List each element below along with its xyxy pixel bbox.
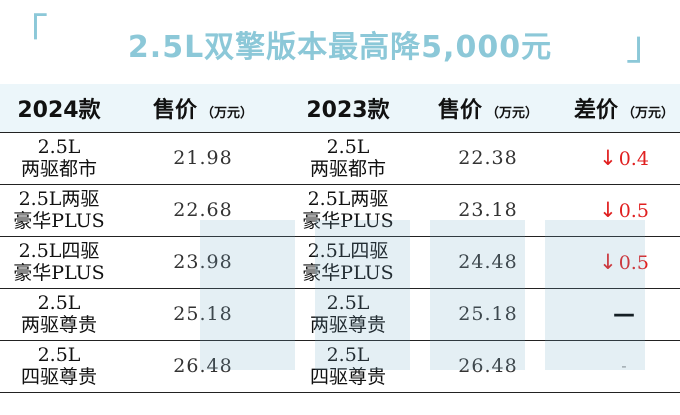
price-2024: 21.98 [173,147,233,169]
header-2023-price: 售价 （万元） [408,84,568,132]
trim-2023-line: 豪华PLUS [302,262,394,284]
header-2023-price-label: 售价 [437,97,482,123]
price-2024: 22.68 [173,199,233,221]
table-header-row: 2024款 售价 （万元） 2023款 售价 （万元） 差价 （万元） [0,84,680,132]
diff-value: 0.5 [618,200,649,222]
price-diff: ↓ 0.5 [568,184,680,236]
header-2024-price: 售价 （万元） [118,84,288,132]
down-arrow-icon: ↓ [599,250,617,274]
trim-2023: 2.5L四驱 豪华PLUS [288,236,408,288]
trim-2023-line: 2.5L [326,344,370,366]
trim-2024-line: 2.5L [37,292,81,314]
trim-2023: 2.5L 两驱都市 [288,132,408,184]
header-2024-label: 2024款 [17,97,101,123]
trim-2024-line: 两驱尊贵 [20,314,97,336]
trim-2023-line: 2.5L [326,136,370,158]
trim-2024-line: 2.5L两驱 [18,188,100,210]
price-diff: - [621,357,627,375]
price-2023: 24.48 [458,251,518,273]
table-row: 2.5L两驱 豪华PLUS 22.68 2.5L两驱 豪华PLUS 23.18 ↓ 0.5 [0,184,680,236]
trim-2023-line: 2.5L四驱 [307,240,389,262]
trim-2024: 2.5L 两驱尊贵 [0,288,118,340]
header-2023-label: 2023款 [306,97,390,123]
table-row: 2.5L四驱 豪华PLUS 23.98 2.5L四驱 豪华PLUS 24.48 ↓ 0.5 [0,236,680,288]
trim-2023-line: 两驱尊贵 [309,314,386,336]
bracket-left: 「 [8,11,48,57]
title-bar: 「 2.5L双擎版本最高降5,000元 」 [0,0,680,80]
price-diff: ↓ 0.5 [568,236,680,288]
header-2024-price-unit: （万元） [201,105,254,121]
price-2023: 26.48 [458,355,518,377]
trim-2024-line: 豪华PLUS [13,210,105,232]
price-2023: 25.18 [458,303,518,325]
trim-2024-line: 2.5L [37,344,81,366]
trim-2024: 2.5L四驱 豪华PLUS [0,236,118,288]
trim-2023-line: 2.5L两驱 [307,188,389,210]
diff-value: 0.4 [618,148,649,170]
price-2023: 23.18 [458,199,518,221]
header-2023-price-unit: （万元） [486,105,539,121]
bracket-right: 」 [626,23,666,69]
trim-2024: 2.5L 两驱都市 [0,132,118,184]
header-2024-price-label: 售价 [152,97,197,123]
table-row: 2.5L 两驱尊贵 25.18 2.5L 两驱尊贵 25.18— [0,288,680,340]
down-arrow-icon: ↓ [599,198,617,222]
trim-2024-line: 2.5L四驱 [18,240,100,262]
table-row: 2.5L 两驱都市 21.98 2.5L 两驱都市 22.38 ↓ 0.4 [0,132,680,184]
trim-2023: 2.5L两驱 豪华PLUS [288,184,408,236]
trim-2024: 2.5L两驱 豪华PLUS [0,184,118,236]
header-diff: 差价 （万元） [568,84,680,132]
trim-2024: 2.5L 四驱尊贵 [0,340,118,392]
price-2024: 26.48 [173,355,233,377]
page-title: 2.5L双擎版本最高降5,000元 [127,30,553,65]
diff-value: 0.5 [618,252,649,274]
price-2024: 23.98 [173,251,233,273]
price-comparison-table: 2024款 售价 （万元） 2023款 售价 （万元） 差价 （万元） 2.5L 两驱都… [0,84,680,393]
header-diff-label: 差价 [573,97,618,123]
trim-2023-line: 豪华PLUS [302,210,394,232]
price-diff: — [613,301,635,327]
trim-2023: 2.5L 四驱尊贵 [288,340,408,392]
trim-2023-line: 2.5L [326,292,370,314]
down-arrow-icon: ↓ [599,146,617,170]
price-2023: 22.38 [458,147,518,169]
price-2024: 25.18 [173,303,233,325]
header-2023-model: 2023款 [288,84,408,132]
trim-2023-line: 四驱尊贵 [309,366,386,388]
trim-2024-line: 两驱都市 [20,158,97,180]
price-diff: ↓ 0.4 [568,132,680,184]
header-2024-model: 2024款 [0,84,118,132]
trim-2024-line: 2.5L [37,136,81,158]
table-row: 2.5L 四驱尊贵 26.48 2.5L 四驱尊贵 26.48- [0,340,680,392]
trim-2023-line: 两驱都市 [309,158,386,180]
trim-2023: 2.5L 两驱尊贵 [288,288,408,340]
trim-2024-line: 四驱尊贵 [20,366,97,388]
header-diff-unit: （万元） [622,105,675,121]
trim-2024-line: 豪华PLUS [13,262,105,284]
